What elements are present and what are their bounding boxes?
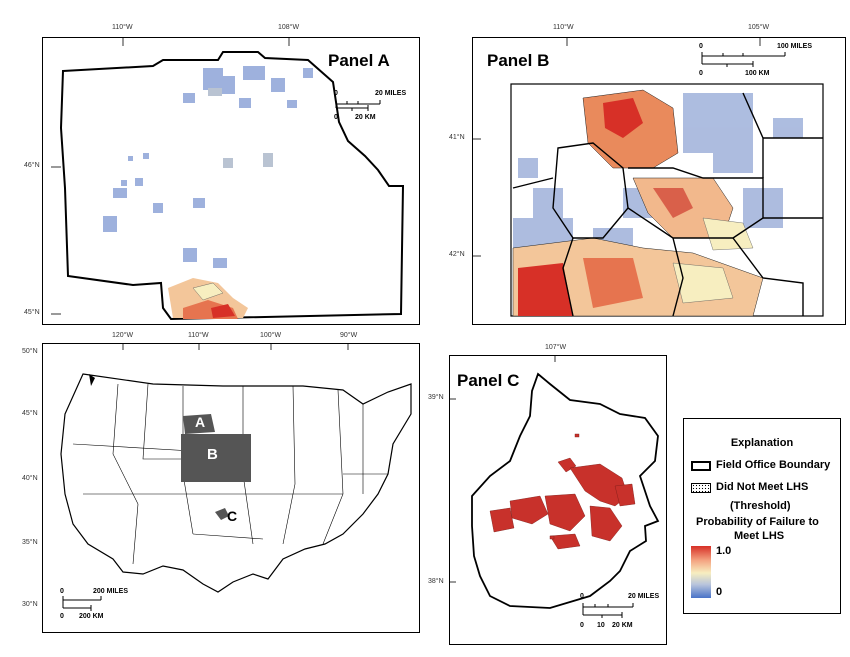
us-outline [60,373,412,593]
region-label-c: C [227,508,238,524]
panel-b-frame: Panel B 0 100 MILES 0 100 KM [472,37,846,325]
region-label-a: A [195,414,206,430]
legend-prob-label-1: Probability of Failure to [696,516,819,528]
panel-c-scale-miles-label: 20 MILES [628,593,660,600]
panel-b-lat-42: 42°N [449,251,465,258]
overview-lon-100: 100°W [260,332,282,339]
panel-c-title: Panel C [457,371,520,390]
panel-c-lon-107: 107°W [545,344,567,351]
panel-c-scale-miles-zero: 0 [580,593,584,600]
panel-a-lon-110: 110°W [112,24,133,31]
overview-lon-120: 120°W [112,332,134,339]
panel-a-scale-miles-zero: 0 [334,90,338,97]
panel-c-high-probability-patches [489,433,636,550]
region-b-shape [181,434,251,482]
panel-c-scale-km-ten: 10 [597,622,605,629]
legend-threshold-label: (Threshold) [730,500,791,512]
panel-c-frame: Panel C 0 20 MILES 0 10 20 KM [449,355,667,645]
panel-b-scale-km-zero: 0 [699,70,703,77]
overview-lat-50: 50°N [22,348,38,355]
overview-map [60,344,412,611]
legend: Explanation Field Office Boundary Did No… [683,418,841,614]
legend-lhs-label: Did Not Meet LHS [716,481,809,493]
overview-scale-miles-label: 200 MILES [93,588,129,595]
panel-a-high-probability-patches [168,278,248,319]
overview-scale-km-zero: 0 [60,613,64,620]
legend-title: Explanation [730,437,794,449]
panel-b-map [473,38,824,317]
panel-b-scale-miles-zero: 0 [699,43,703,50]
legend-max-label: 1.0 [716,545,732,557]
legend-boundary-label: Field Office Boundary [716,459,831,471]
legend-prob-label-2: Meet LHS [734,530,785,542]
panel-b-scale-bar [701,52,786,67]
overview-scale-miles-zero: 0 [60,588,64,595]
region-a-shape [183,414,215,434]
legend-probability-color-ramp [691,546,711,598]
panel-a-map [51,38,405,321]
panel-b-high-probability-areas [512,89,764,317]
panel-c-map [450,356,660,618]
panel-b-scale-km-label: 100 KM [745,70,770,77]
legend-boundary-swatch [691,461,711,471]
panel-c-scale-km-label: 20 KM [612,622,633,629]
overview-lat-30: 30°N [22,601,38,608]
panel-a-scale-km-label: 20 KM [355,114,376,121]
legend-min-label: 0 [716,586,723,598]
panel-a-lat-46: 46°N [24,162,40,169]
panel-a-scale-miles-label: 20 MILES [375,90,407,97]
panel-c-field-office-boundary [471,372,660,609]
panel-a-frame: Panel A 0 20 MILES 0 20 KM [42,37,420,325]
panel-a-low-probability-patches [103,66,313,268]
panel-c-scale-km-zero: 0 [580,622,584,629]
panel-a-lon-108: 108°W [278,24,300,31]
panel-a-mid-patches [208,88,273,168]
panel-b-title: Panel B [487,51,550,70]
panel-b-field-office-boundaries [512,92,823,317]
region-c-shape [215,508,229,520]
overview-lat-35: 35°N [22,539,38,546]
panel-b-lon-110: 110°W [553,24,574,31]
panel-a-title: Panel A [328,51,390,70]
panel-a-scale-bar [335,100,381,111]
panel-a-lat-45: 45°N [24,309,40,316]
panel-c-lat-38: 38°N [428,578,444,585]
panel-a-scale-km-zero: 0 [334,114,338,121]
panel-b-lat-41: 41°N [449,134,465,141]
panel-c-scale-bar [582,603,634,618]
panel-b-scale-miles-label: 100 MILES [777,43,813,50]
panel-b-lon-105: 105°W [748,24,770,31]
panel-a-field-office-boundary [59,51,405,321]
panel-c-lat-39: 39°N [428,394,444,401]
overview-scale-bar [62,596,102,611]
overview-lon-90: 90°W [340,332,358,339]
overview-scale-km-label: 200 KM [79,613,104,620]
overview-map-frame: A B C 0 200 MILES 0 200 KM [42,343,420,633]
legend-lhs-swatch [691,483,711,493]
region-label-b: B [207,446,218,463]
overview-lon-110: 110°W [188,332,209,339]
overview-lat-40: 40°N [22,475,38,482]
overview-lat-45: 45°N [22,410,38,417]
